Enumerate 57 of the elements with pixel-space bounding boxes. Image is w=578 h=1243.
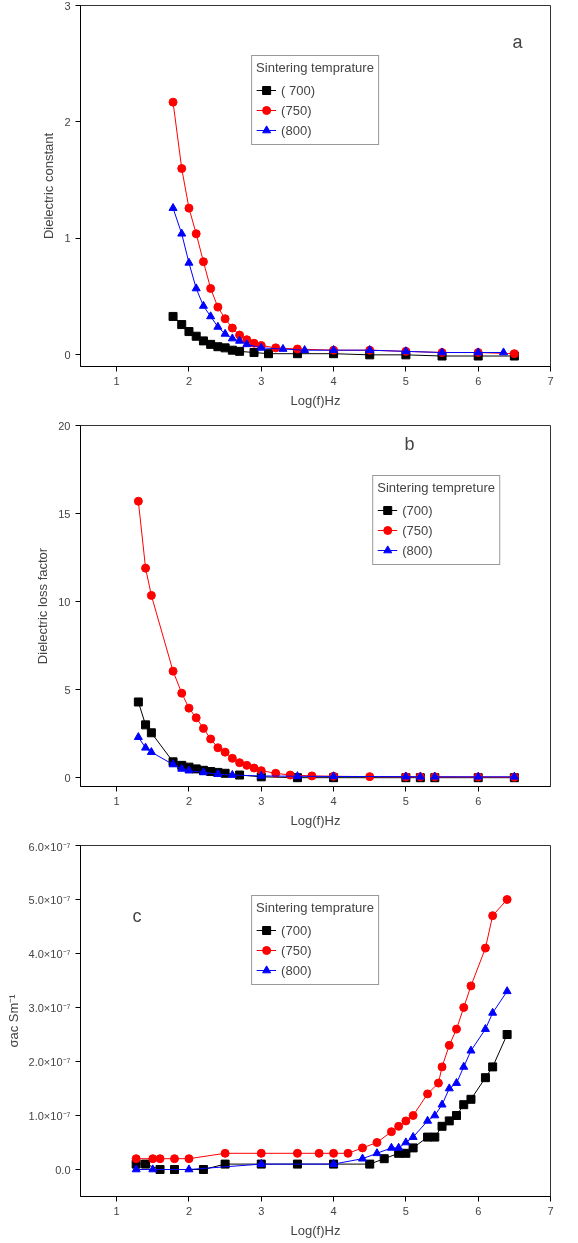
x-tick-label: 4 xyxy=(330,794,337,807)
x-axis-title: Log(f)Hz xyxy=(290,1222,341,1238)
legend-label: (750) xyxy=(402,522,433,538)
legend-label: (800) xyxy=(402,542,433,558)
x-axis-title: Log(f)Hz xyxy=(290,812,341,828)
x-tick-label: 6 xyxy=(475,1204,482,1217)
x-tick-label: 5 xyxy=(402,374,409,387)
y-axis-title: Dielectric loss factor xyxy=(35,547,51,665)
y-tick-label: 20 xyxy=(58,419,71,432)
x-tick-label: 3 xyxy=(258,794,265,807)
x-tick-label: 6 xyxy=(475,794,482,807)
x-tick-label: 7 xyxy=(547,374,554,387)
y-tick-label: 0 xyxy=(64,771,71,784)
legend-label: (750) xyxy=(281,942,312,958)
y-axis-title: σac Sm⁻¹ xyxy=(5,993,21,1048)
x-tick-label: 4 xyxy=(330,374,337,387)
y-tick-label: 2 xyxy=(64,115,71,128)
y-tick-label: 6.0×10⁻⁷ xyxy=(28,840,71,853)
x-tick-label: 3 xyxy=(258,1204,265,1217)
y-tick-label: 5 xyxy=(64,683,71,696)
y-tick-label: 1.0×10⁻⁷ xyxy=(28,1109,71,1122)
y-tick-label: 5.0×10⁻⁷ xyxy=(28,893,71,906)
legend-title: Sintering temprature xyxy=(256,900,374,915)
y-tick-label: 4.0×10⁻⁷ xyxy=(28,947,71,960)
x-tick-label: 6 xyxy=(475,374,482,387)
legend-label: (700) xyxy=(402,502,433,518)
x-tick-label: 7 xyxy=(547,1204,554,1217)
y-tick-label: 0 xyxy=(64,348,71,361)
legend-label: (700) xyxy=(281,922,312,938)
x-axis-title: Log(f)Hz xyxy=(290,392,341,408)
x-tick-label: 5 xyxy=(402,1204,409,1217)
y-tick-label: 10 xyxy=(58,595,71,608)
legend-title: Sintering temprature xyxy=(256,60,374,75)
legend-label: (800) xyxy=(281,122,312,138)
x-tick-label: 2 xyxy=(185,794,193,807)
x-tick-label: 4 xyxy=(330,1204,337,1217)
legend-label: (800) xyxy=(281,962,312,978)
y-tick-label: 0.0 xyxy=(55,1163,71,1176)
x-tick-label: 5 xyxy=(402,794,409,807)
x-tick-label: 2 xyxy=(185,374,193,387)
y-tick-label: 3.0×10⁻⁷ xyxy=(28,1001,71,1014)
legend-label: ( 700) xyxy=(281,82,316,98)
x-tick-label: 1 xyxy=(113,794,120,807)
y-axis-title: Dielectric constant xyxy=(41,132,57,240)
x-tick-label: 1 xyxy=(113,1204,120,1217)
annotation: c xyxy=(132,905,142,926)
annotation: a xyxy=(512,31,524,52)
y-tick-label: 3 xyxy=(64,0,71,12)
x-tick-label: 3 xyxy=(258,374,265,387)
legend-label: (750) xyxy=(281,102,312,118)
y-tick-label: 15 xyxy=(58,507,71,520)
legend-title: Sintering tempreture xyxy=(377,480,495,495)
annotation: b xyxy=(404,433,415,454)
x-tick-label: 1 xyxy=(113,374,120,387)
y-tick-label: 1 xyxy=(64,232,71,245)
y-tick-label: 2.0×10⁻⁷ xyxy=(28,1055,71,1068)
x-tick-label: 2 xyxy=(185,1204,193,1217)
